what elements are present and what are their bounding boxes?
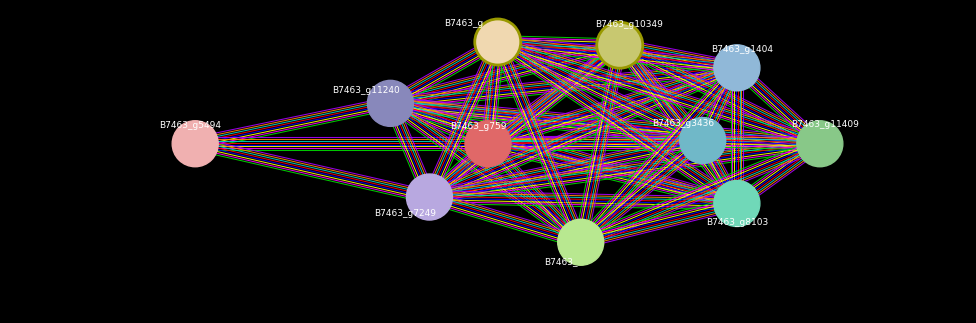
- Circle shape: [474, 19, 521, 65]
- Text: B7463_g: B7463_g: [444, 19, 483, 28]
- Circle shape: [713, 45, 760, 91]
- Circle shape: [172, 121, 219, 167]
- Circle shape: [713, 181, 760, 226]
- Text: B7463_g8103: B7463_g8103: [706, 218, 768, 227]
- Text: B7463_g5494: B7463_g5494: [159, 121, 222, 130]
- Text: B7463_g11409: B7463_g11409: [791, 120, 859, 129]
- Circle shape: [596, 22, 643, 68]
- Circle shape: [557, 219, 604, 265]
- Text: B7463_g7249: B7463_g7249: [374, 209, 436, 218]
- Circle shape: [367, 80, 414, 126]
- Text: B7463_g759: B7463_g759: [450, 122, 507, 131]
- Text: B7463_g10349: B7463_g10349: [595, 20, 664, 29]
- Text: B7463_g3436: B7463_g3436: [652, 119, 714, 128]
- Circle shape: [406, 174, 453, 220]
- Circle shape: [465, 121, 511, 167]
- Text: B7463_g1404: B7463_g1404: [711, 45, 773, 54]
- Text: B7463_g11240: B7463_g11240: [332, 86, 400, 95]
- Circle shape: [679, 118, 726, 163]
- Text: B7463_: B7463_: [545, 257, 578, 266]
- Circle shape: [796, 121, 843, 167]
